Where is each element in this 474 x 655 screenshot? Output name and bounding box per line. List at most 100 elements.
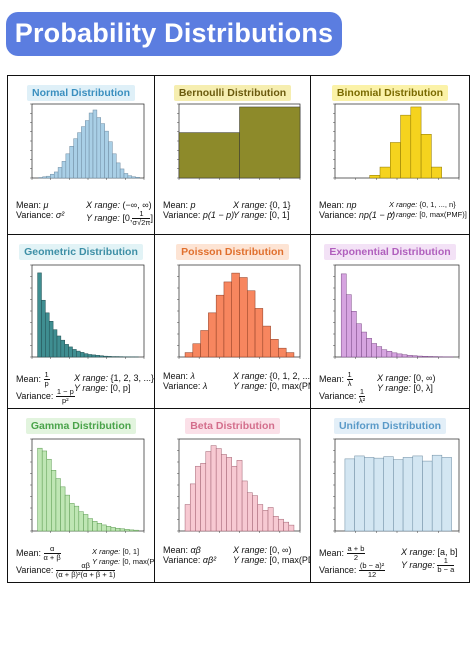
- grid-divider: [154, 76, 155, 582]
- cell-title: Geometric Distribution: [19, 244, 143, 260]
- histogram-bar: [46, 458, 52, 532]
- x-range-label: X range:: [74, 373, 111, 383]
- histogram-bar: [56, 335, 62, 358]
- variance-label: Variance:: [319, 564, 359, 575]
- y-range-value: [0, λ]: [413, 383, 433, 393]
- histogram-bar: [52, 329, 58, 358]
- x-range-value: {1, 2, 3, ...}: [110, 373, 154, 383]
- histogram-bar: [87, 354, 93, 358]
- histogram-bar: [381, 349, 388, 358]
- histogram-svg: [333, 103, 460, 180]
- histogram-bar: [422, 460, 433, 532]
- page-title-banner: Probability Distributions: [6, 12, 342, 56]
- variance-fraction-numerator: (b − a)²: [358, 561, 386, 571]
- y-range-line: Y range: [0, max(PMF)]: [233, 381, 310, 391]
- x-range-line: X range: [0, ∞): [233, 545, 291, 555]
- formula-block: Mean: p Variance: p(1 − p) X range: {0, 1}…: [163, 200, 308, 234]
- x-range-value: {0, 1}: [269, 200, 291, 210]
- histogram-bar: [37, 272, 42, 358]
- cell-title-wrap: Geometric Distribution: [8, 242, 154, 260]
- histogram-bar: [205, 451, 212, 532]
- y-range-fraction-numerator: 1: [132, 210, 151, 219]
- histogram-bar: [270, 339, 279, 358]
- grid-divider: [8, 408, 469, 409]
- variance-fraction: 1 λ²: [358, 388, 366, 405]
- y-range-label: Y range:: [401, 559, 438, 570]
- histogram-bar: [283, 521, 290, 532]
- histogram-bar: [364, 457, 375, 532]
- mean-line: Mean: p: [163, 200, 196, 210]
- histogram-bar: [247, 492, 253, 532]
- cell-title-wrap: Exponential Distribution: [311, 242, 469, 260]
- x-range-label: X range:: [233, 200, 270, 210]
- y-range-label: Y range:: [86, 212, 123, 223]
- histogram-bar: [77, 132, 82, 179]
- variance-fraction-denominator: (α + β)²(α + β + 1): [55, 570, 116, 579]
- histogram-bar: [96, 117, 102, 179]
- y-range-fraction-numerator: 1: [437, 557, 455, 566]
- x-range-line: X range: (−∞, ∞): [86, 200, 152, 210]
- histogram-bar: [262, 510, 269, 532]
- cell-normal: Normal Distribution Mean: μ Variance: σ² X …: [8, 76, 154, 234]
- y-range-line: Y range: [0, λ]: [377, 383, 433, 393]
- histogram-bar: [92, 521, 98, 532]
- histogram-bar: [278, 347, 287, 358]
- histogram-bar: [107, 356, 112, 358]
- x-range-value: {0, 1, 2, ...}: [269, 371, 310, 381]
- histogram-bar: [101, 524, 107, 532]
- histogram-bar: [441, 457, 452, 532]
- histogram-bar: [386, 351, 393, 358]
- histogram-bar: [108, 141, 113, 179]
- mean-value: np: [346, 200, 357, 210]
- histogram-bar: [104, 130, 109, 179]
- x-range-line: X range: [0, ∞): [377, 373, 435, 383]
- histogram-bar: [112, 153, 117, 179]
- mean-value: p: [190, 200, 196, 210]
- histogram-bar: [427, 356, 433, 358]
- histogram-bar: [340, 273, 347, 358]
- histogram-bar: [288, 524, 295, 532]
- histogram-bar: [262, 325, 271, 358]
- variance-line: Variance: αβ (α + β)²(α + β + 1): [16, 562, 116, 579]
- histogram-bar: [91, 354, 97, 358]
- y-range-value: [0, p]: [110, 383, 131, 393]
- histogram-bar: [83, 353, 89, 358]
- variance-line: Variance: p(1 − p): [163, 210, 234, 220]
- mean-line: Mean: αβ: [163, 545, 201, 555]
- variance-label: Variance:: [163, 381, 203, 391]
- y-range-line: Y range: [0, 1 σ√2π]: [86, 210, 153, 227]
- cell-title-wrap: Beta Distribution: [155, 416, 310, 434]
- histogram-bar: [210, 445, 217, 532]
- variance-fraction-numerator: 1 − p: [55, 387, 75, 397]
- histogram-bar: [215, 448, 222, 532]
- histogram-bar: [223, 281, 232, 358]
- distribution-grid: Normal Distribution Mean: μ Variance: σ² X …: [7, 75, 470, 583]
- histogram-bar: [116, 162, 121, 179]
- x-range-label: X range:: [92, 547, 123, 556]
- cell-title-wrap: Gamma Distribution: [8, 416, 154, 434]
- histogram-bar: [81, 126, 86, 179]
- cell-title: Exponential Distribution: [324, 244, 456, 260]
- variance-fraction-numerator: αβ: [55, 562, 116, 571]
- histogram-svg: [30, 438, 145, 533]
- cell-title: Beta Distribution: [185, 418, 280, 434]
- histogram-bar: [410, 106, 422, 179]
- histogram-bar: [133, 529, 139, 532]
- histogram-bar: [50, 173, 55, 179]
- y-range-label: Y range:: [74, 383, 111, 393]
- histogram-plot: [18, 102, 146, 188]
- x-range-line: X range: {0, 1}: [233, 200, 291, 210]
- histogram-bar: [252, 495, 258, 532]
- histogram-bar: [390, 142, 401, 179]
- x-range-label: X range:: [401, 547, 438, 557]
- y-range-prefix: [0,: [122, 212, 133, 223]
- y-range-suffix: ]: [150, 212, 153, 223]
- variance-value: σ²: [55, 210, 65, 220]
- histogram-plot: [18, 263, 146, 367]
- cell-title-wrap: Poisson Distribution: [155, 242, 310, 260]
- variance-label: Variance:: [163, 210, 203, 220]
